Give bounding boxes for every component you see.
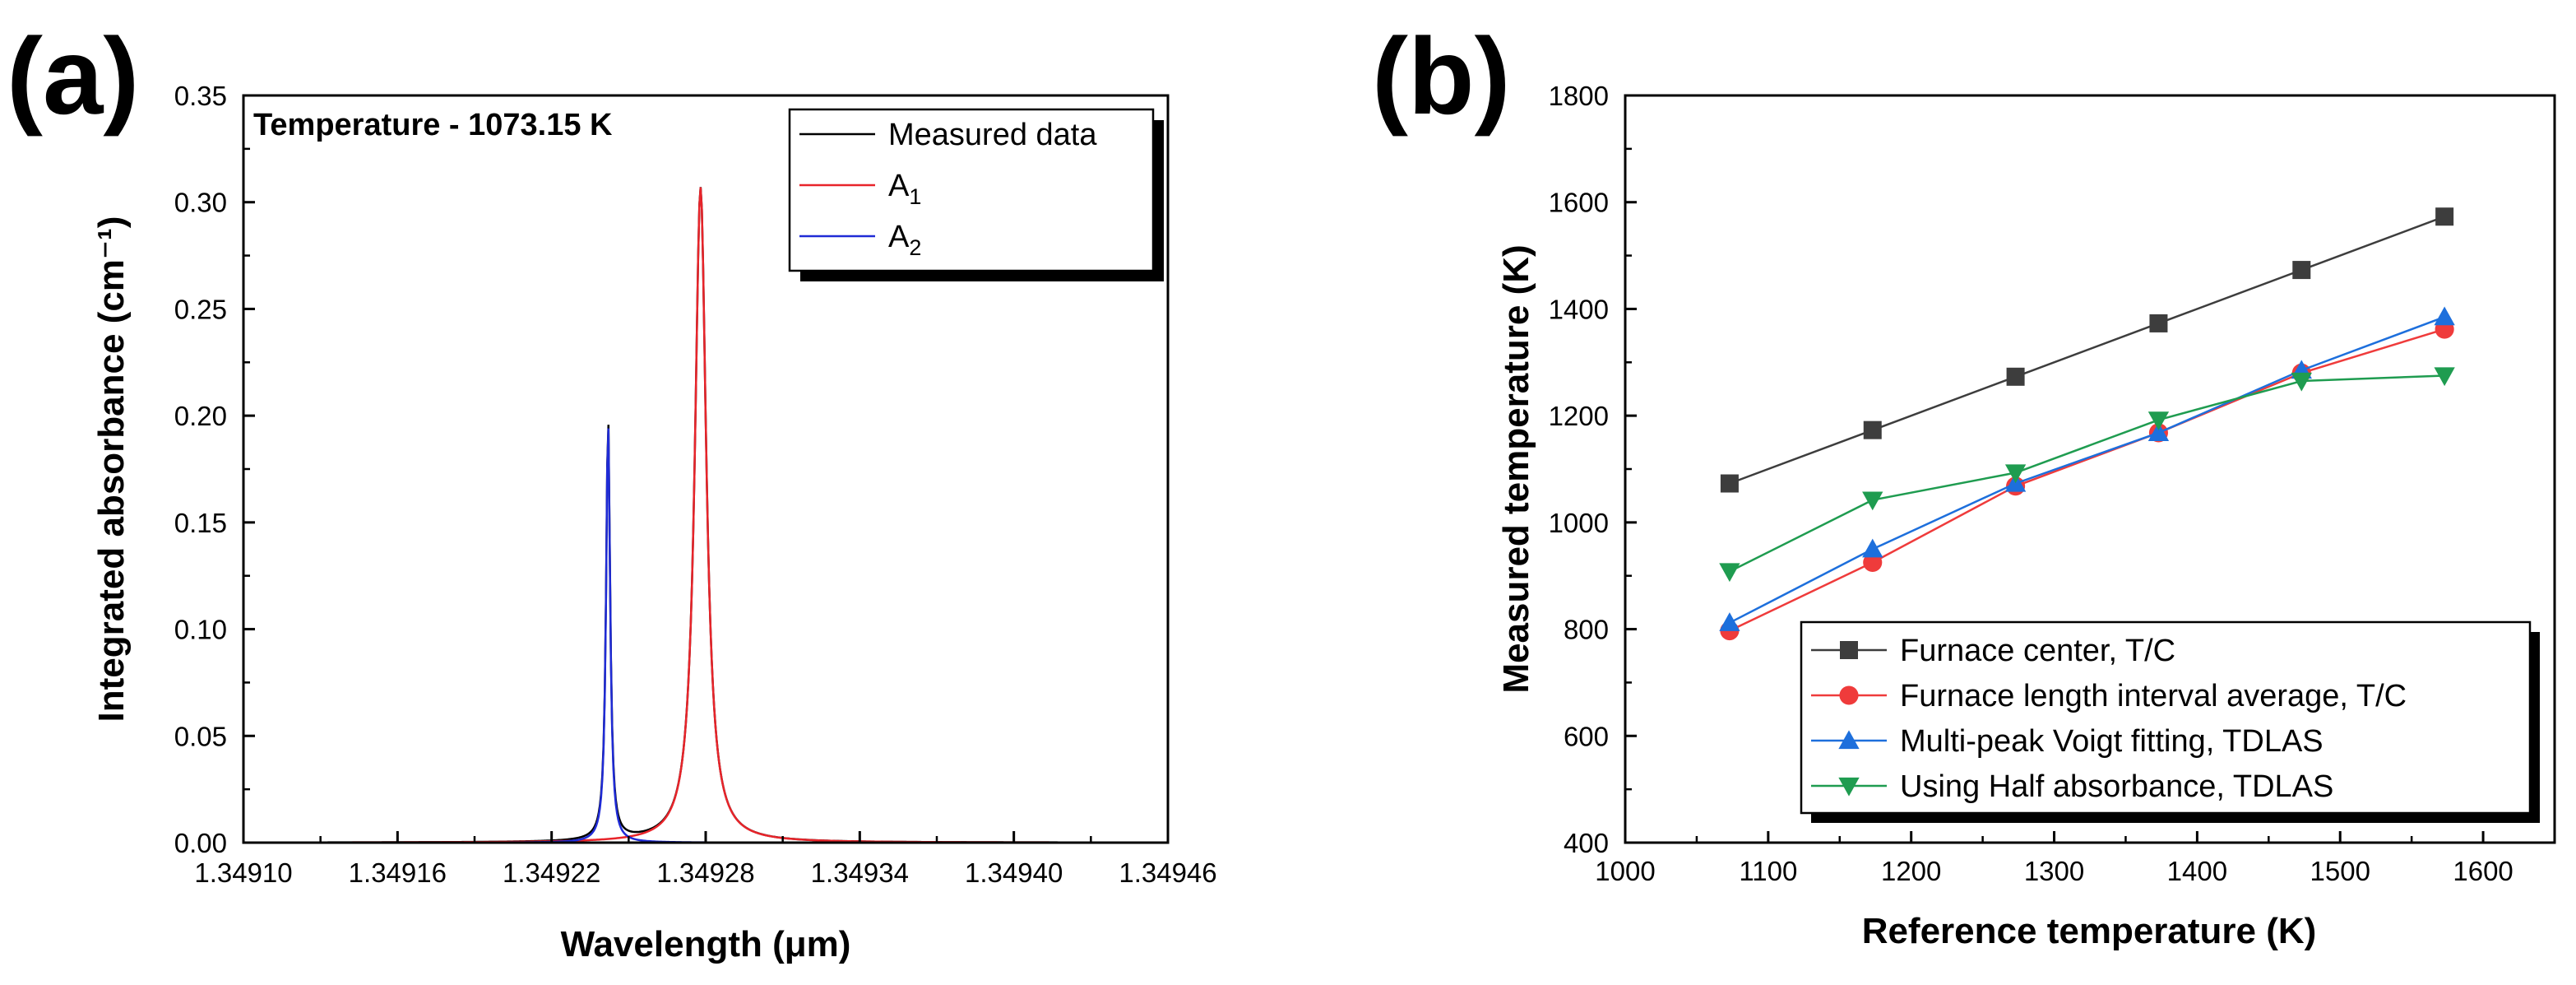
chart-a-x-tick-label: 1.34940: [965, 857, 1063, 888]
chart-b-ticks: 1000 1100 1200 1300 1400 1500 1600 400 600 800 100…: [1549, 81, 2513, 886]
chart-b-series-4-point: [2434, 367, 2455, 387]
chart-b-y-tick-label: 800: [1564, 615, 1609, 645]
chart-b-series-line-3: [1729, 316, 2445, 624]
chart-b-series-line-4: [1729, 374, 2445, 573]
chart-b-series-1-point: [2006, 367, 2025, 386]
chart-a-y-tick-label: 0.20: [174, 401, 227, 431]
chart-b-series-line-2: [1729, 328, 2445, 632]
chart-b-series-3-point: [1719, 612, 1740, 631]
chart-b-y-tick-label: 1800: [1549, 81, 1609, 111]
chart-b-series-4-point: [2291, 372, 2312, 392]
chart-a-x-tick-label: 1.34922: [503, 857, 600, 888]
chart-a-x-tick-label: 1.34946: [1119, 857, 1216, 888]
chart-a-series-measured-data: [243, 187, 1104, 844]
chart-b-series-4-point: [1862, 491, 1883, 511]
chart-b-x-tick-label: 1200: [1881, 856, 1941, 886]
chart-b-series-4-point: [2147, 411, 2170, 430]
chart-b-series-1-point: [1863, 420, 1882, 439]
chart-a-legend-label: Measured data: [888, 118, 1097, 152]
chart-a-y-tick-label: 0.05: [174, 721, 227, 751]
chart-b-y-tick-label: 1600: [1549, 188, 1609, 218]
chart-b-legend-label: Furnace length interval average, T/C: [1900, 679, 2407, 713]
chart-b-legend-label: Multi-peak Voigt fitting, TDLAS: [1900, 724, 2323, 759]
chart-b-legend-box: [1800, 620, 2532, 815]
chart-a-annotation: Temperature - 1073.15 K: [253, 108, 613, 142]
chart-b-y-tick-label: 1200: [1549, 401, 1609, 431]
chart-b-y-axis-label: Measured temperature (K): [1496, 244, 1536, 693]
chart-a-legend-label: A2: [888, 220, 921, 260]
chart-b-y-tick-label: 400: [1564, 828, 1609, 858]
panel-b-label: (b): [1372, 16, 1511, 137]
chart-a-x-tick-label: 1.34916: [349, 857, 447, 888]
chart-b-series-3-point: [2434, 306, 2455, 326]
chart-b-legend-marker: [1838, 730, 1860, 750]
chart-a-legend-box: [788, 108, 1155, 272]
chart-b-x-tick-label: 1400: [2167, 856, 2227, 886]
chart-b-x-tick-label: 1500: [2310, 856, 2370, 886]
chart-a-x-tick-label: 1.34910: [194, 857, 292, 888]
chart-a-x-axis-label: Wavelength (μm): [561, 924, 851, 964]
chart-b-series-4-point: [1719, 563, 1740, 583]
chart-a-legend-label: A1: [888, 169, 921, 209]
chart-b-series-2-point: [1863, 552, 1883, 573]
chart-a-legend: Measured data A1 A2: [788, 108, 1164, 281]
chart-b-x-axis-label: Reference temperature (K): [1862, 911, 2317, 951]
chart-b-x-tick-label: 1600: [2453, 856, 2513, 886]
chart-b-legend-label: Using Half absorbance, TDLAS: [1900, 769, 2333, 804]
chart-a-lines: [243, 187, 1104, 844]
chart-b-series-1-point: [2292, 261, 2311, 280]
chart-b-legend-marker: [1839, 685, 1859, 705]
chart-b-legend-marker: [1840, 641, 1858, 659]
chart-a-x-tick-label: 1.34934: [811, 857, 909, 888]
chart-b-series-4-point: [2004, 464, 2027, 484]
chart-a-x-tick-label: 1.34928: [656, 857, 754, 888]
chart-b-x-tick-label: 1100: [1739, 856, 1797, 886]
chart-b: 1000 1100 1200 1300 1400 1500 1600 400 600 800 100…: [1496, 81, 2556, 951]
chart-a-ticks: 1.34910 1.34916 1.34922 1.34928 1.34934 1.349…: [174, 81, 1217, 888]
chart-a-y-tick-label: 0.25: [174, 294, 227, 324]
chart-b-x-tick-label: 1300: [2024, 856, 2084, 886]
chart-b-lines: [1719, 207, 2455, 641]
chart-a-series-a2: [243, 428, 1104, 844]
chart-a-series-a1: [243, 187, 1104, 844]
chart-a-y-axis-label: Integrated absorbance (cm⁻¹): [91, 216, 132, 722]
chart-b-series-1-point: [2149, 314, 2168, 332]
chart-a-y-tick-label: 0.10: [174, 615, 227, 645]
chart-b-series-1-point: [1720, 474, 1739, 493]
chart-b-y-tick-label: 600: [1564, 721, 1609, 751]
chart-b-y-tick-label: 1400: [1549, 294, 1609, 324]
chart-a-y-tick-label: 0.15: [174, 508, 227, 538]
chart-b-x-tick-label: 1000: [1595, 856, 1655, 886]
chart-b-legend-label: Furnace center, T/C: [1900, 634, 2175, 668]
chart-b-legend: Furnace center, T/C Furnace length interv…: [1800, 620, 2540, 823]
chart-a-y-tick-label: 0.00: [174, 828, 227, 858]
chart-a: 1.34910 1.34916 1.34922 1.34928 1.34934 1.349…: [91, 81, 1217, 964]
chart-b-series-line-1: [1729, 216, 2445, 485]
chart-a-y-tick-label: 0.30: [174, 188, 227, 218]
chart-b-series-3-point: [2147, 422, 2170, 442]
chart-b-series-3-point: [1862, 538, 1883, 558]
chart-b-y-tick-label: 1000: [1549, 508, 1609, 538]
chart-b-legend-marker: [1838, 777, 1860, 797]
panel-a-label: (a): [7, 16, 139, 137]
chart-b-series-1-point: [2435, 207, 2454, 226]
chart-a-y-tick-label: 0.35: [174, 81, 227, 111]
